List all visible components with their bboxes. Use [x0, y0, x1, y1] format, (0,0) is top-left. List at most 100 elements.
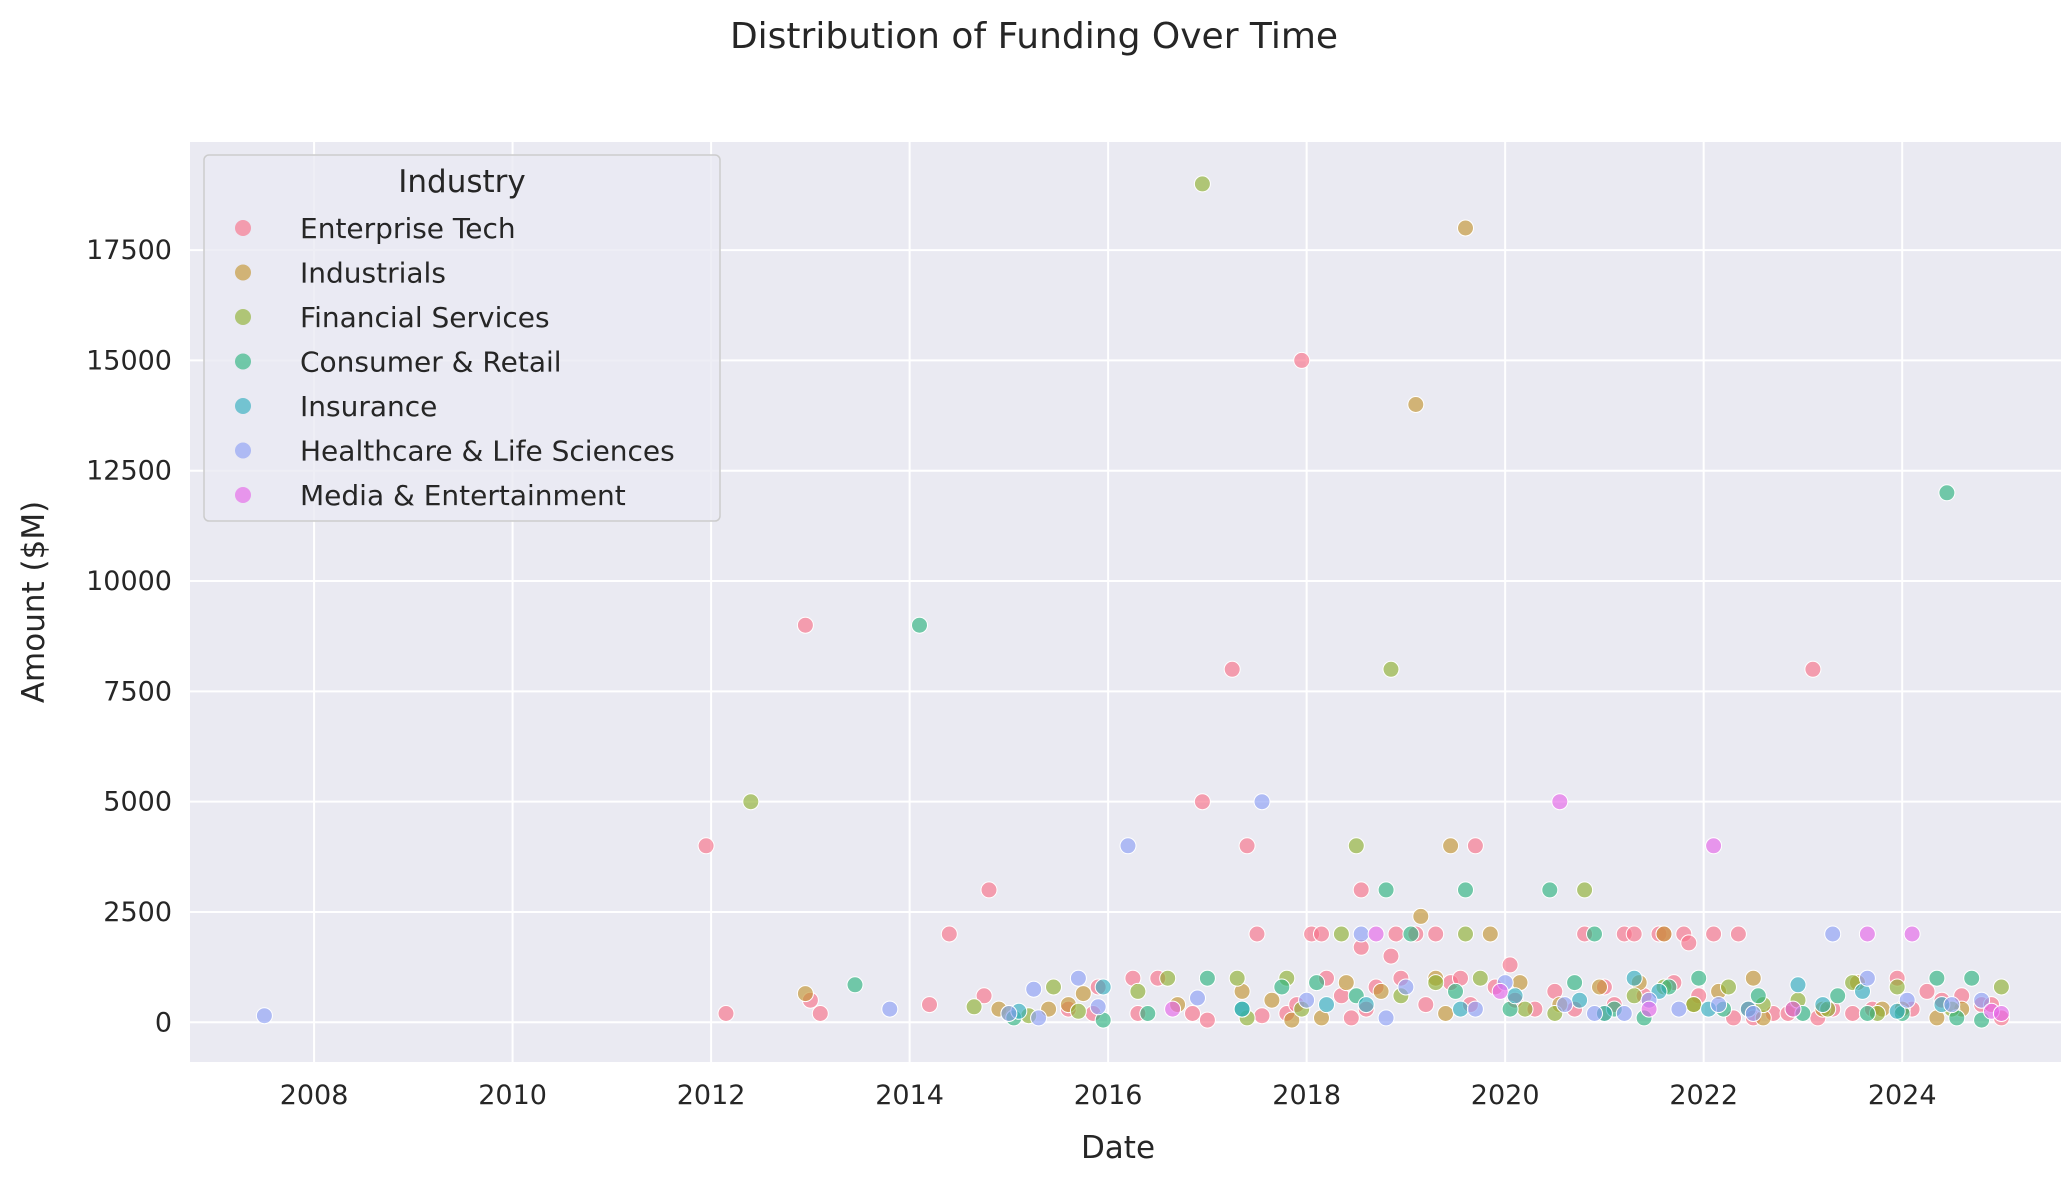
data-point	[1119, 837, 1137, 855]
data-point	[1586, 925, 1603, 943]
data-point	[1566, 974, 1584, 992]
data-point	[1457, 219, 1474, 237]
data-point	[881, 1000, 899, 1018]
series-group	[1164, 793, 2010, 1022]
data-point	[1749, 987, 1767, 1005]
data-point	[1352, 881, 1370, 899]
data-point	[1858, 1005, 1876, 1022]
y-tick-label: 7500	[103, 676, 172, 707]
data-point	[1457, 925, 1474, 943]
data-point	[1591, 978, 1608, 996]
y-tick-label: 12500	[86, 456, 172, 487]
data-point	[1089, 998, 1107, 1016]
data-point	[1710, 996, 1728, 1014]
data-point	[1824, 925, 1842, 943]
legend-box	[203, 154, 721, 522]
x-tick-labels: 2008 2010 2012 2014 2016 2018 2020 2022 2024	[280, 1080, 1937, 1111]
data-point	[1283, 1011, 1301, 1029]
data-point	[1844, 1005, 1862, 1022]
data-point	[1685, 996, 1703, 1014]
chart-title: Distribution of Funding Over Time	[730, 16, 1338, 57]
data-point	[1273, 978, 1291, 996]
legend-label: Enterprise Tech	[300, 212, 516, 245]
data-point	[1705, 837, 1723, 855]
data-point	[697, 837, 715, 855]
data-point	[1189, 989, 1206, 1007]
data-point	[1332, 925, 1350, 943]
data-point	[1576, 881, 1594, 899]
data-point	[796, 616, 814, 634]
data-point	[1938, 484, 1956, 502]
data-point	[1471, 969, 1489, 987]
data-point	[1025, 980, 1043, 998]
data-point	[1452, 1000, 1469, 1018]
data-point	[1516, 1000, 1534, 1018]
legend-marker	[235, 220, 251, 236]
x-tick-label: 2008	[280, 1080, 349, 1111]
data-point	[1318, 996, 1335, 1014]
y-tick-label: 10000	[86, 566, 172, 597]
data-point	[1074, 985, 1092, 1003]
x-tick-label: 2020	[1471, 1080, 1540, 1111]
data-point	[1417, 996, 1435, 1014]
legend-label: Industrials	[300, 257, 446, 290]
data-point	[1298, 991, 1316, 1009]
x-tick-label: 2018	[1272, 1080, 1341, 1111]
legend-label: Healthcare & Life Sciences	[300, 435, 675, 468]
data-point	[1680, 934, 1698, 952]
data-points	[255, 175, 2010, 1029]
x-axis-label: Date	[1081, 1130, 1155, 1166]
data-point	[1888, 978, 1906, 996]
data-point	[1928, 969, 1946, 987]
data-point	[1184, 1005, 1201, 1022]
x-tick-label: 2022	[1669, 1080, 1738, 1111]
legend-marker	[235, 487, 251, 503]
data-point	[1466, 837, 1484, 855]
x-tick-label: 2016	[1074, 1080, 1143, 1111]
legend-label: Consumer & Retail	[300, 346, 562, 379]
legend-marker	[235, 398, 251, 414]
data-point	[1918, 982, 1936, 1000]
data-point	[1233, 1000, 1251, 1018]
y-tick-label: 15000	[86, 345, 172, 376]
data-point	[940, 925, 958, 943]
data-point	[1263, 991, 1281, 1009]
data-point	[1164, 1000, 1182, 1018]
data-point	[1045, 978, 1062, 996]
data-point	[1382, 660, 1400, 678]
y-tick-label: 0	[155, 1007, 172, 1038]
y-tick-label: 17500	[86, 235, 172, 266]
data-point	[1858, 925, 1876, 943]
legend-marker	[235, 309, 251, 325]
data-point	[1963, 969, 1981, 987]
data-point	[1898, 991, 1916, 1009]
data-point	[1789, 976, 1807, 994]
data-point	[1442, 837, 1460, 855]
data-point	[1248, 925, 1266, 943]
data-point	[1943, 996, 1961, 1014]
data-point	[965, 998, 983, 1016]
data-point	[1308, 974, 1326, 992]
data-point	[1342, 1009, 1360, 1027]
data-point	[1069, 1002, 1087, 1020]
data-point	[1447, 982, 1464, 1000]
y-tick-label: 5000	[103, 787, 172, 818]
data-point	[1159, 969, 1177, 987]
data-point	[1640, 1000, 1658, 1018]
data-point	[1992, 1005, 2010, 1022]
data-point	[1347, 837, 1365, 855]
data-point	[921, 996, 938, 1014]
legend-marker	[235, 353, 251, 370]
data-point	[980, 881, 998, 899]
legend-label: Insurance	[300, 390, 437, 423]
data-point	[1228, 969, 1246, 987]
legend-marker	[235, 264, 251, 281]
data-point	[1253, 793, 1271, 811]
data-point	[1223, 660, 1241, 678]
data-point	[1744, 1005, 1762, 1022]
data-point	[1501, 956, 1519, 974]
data-point	[846, 976, 864, 994]
series-group	[796, 219, 1971, 1029]
data-point	[1705, 925, 1723, 943]
